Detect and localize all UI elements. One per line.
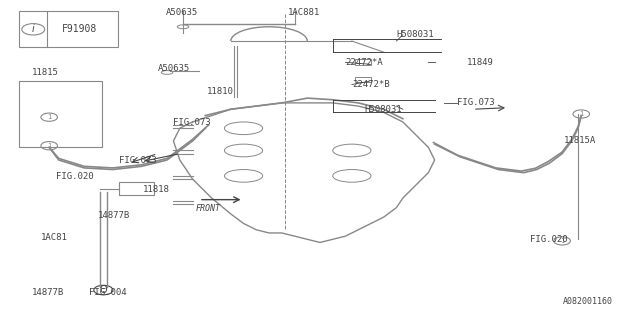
Text: 22472*A: 22472*A — [346, 58, 383, 67]
Text: 1: 1 — [560, 238, 564, 244]
Text: F91908: F91908 — [62, 24, 97, 34]
Text: 1: 1 — [47, 143, 51, 149]
Bar — [355, 76, 371, 82]
Text: A082001160: A082001160 — [563, 297, 613, 306]
Text: FIG.020: FIG.020 — [531, 236, 568, 244]
Bar — [19, 81, 102, 147]
Text: A50635: A50635 — [157, 63, 189, 73]
Text: 1AC81: 1AC81 — [41, 233, 68, 242]
Text: FIG.004: FIG.004 — [90, 288, 127, 297]
Bar — [119, 182, 154, 195]
Text: 11849: 11849 — [467, 58, 493, 67]
Bar — [19, 11, 118, 47]
Text: i: i — [32, 24, 35, 34]
Text: 11818: 11818 — [143, 185, 170, 194]
Text: 22472*B: 22472*B — [352, 80, 390, 89]
Text: FIG.073: FIG.073 — [457, 99, 495, 108]
Text: 14877B: 14877B — [99, 211, 131, 220]
Text: Θ: Θ — [100, 285, 107, 295]
Text: 1: 1 — [47, 114, 51, 120]
Text: 1AC881: 1AC881 — [288, 8, 320, 17]
Text: H508031: H508031 — [396, 30, 434, 39]
Text: FIG.073: FIG.073 — [173, 118, 211, 127]
Text: A50635: A50635 — [166, 8, 198, 17]
Text: FRONT: FRONT — [196, 204, 221, 213]
Text: 1: 1 — [579, 111, 584, 117]
Text: 11810: 11810 — [207, 87, 234, 96]
Text: 11815A: 11815A — [564, 136, 596, 145]
Text: H508031: H508031 — [365, 105, 402, 114]
Text: FIG.020: FIG.020 — [56, 172, 93, 181]
Text: 11815: 11815 — [32, 68, 59, 77]
Bar — [355, 59, 371, 65]
Text: FIG.073: FIG.073 — [119, 156, 157, 164]
Text: 14877B: 14877B — [32, 288, 64, 297]
